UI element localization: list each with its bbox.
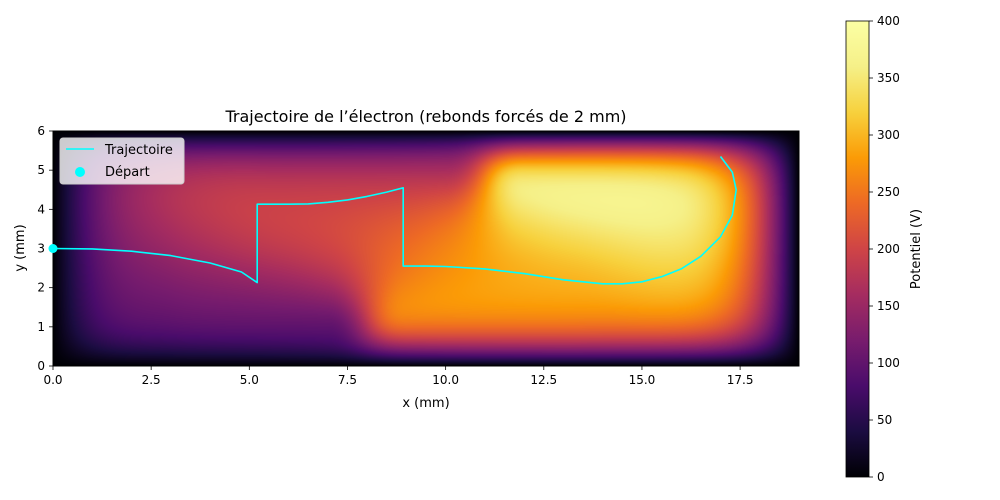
y-axis-label: y (mm) — [13, 224, 28, 271]
colorbar-tick-label: 150 — [877, 299, 900, 313]
y-tick-label: 6 — [37, 124, 45, 138]
colorbar-tick-label: 250 — [877, 185, 900, 199]
x-tick-label: 12.5 — [530, 373, 557, 387]
x-tick-label: 10.0 — [432, 373, 459, 387]
chart-title: Trajectoire de l’électron (rebonds forcé… — [224, 107, 626, 126]
x-tick-label: 0.0 — [43, 373, 62, 387]
legend-marker-depart — [75, 167, 85, 177]
x-tick-label: 5.0 — [240, 373, 259, 387]
colorbar-gradient — [845, 20, 870, 478]
start-point-marker — [48, 244, 58, 253]
colorbar: 0 50 100 150 200 250 300 350 400 Potentiel (V) — [845, 14, 924, 484]
y-tick-label: 0 — [37, 359, 45, 373]
colorbar-tick-label: 400 — [877, 14, 900, 28]
y-tick-label: 1 — [37, 320, 45, 334]
x-tick-label: 15.0 — [629, 373, 656, 387]
y-tick-label: 5 — [37, 163, 45, 177]
colorbar-tick-label: 350 — [877, 71, 900, 85]
legend-label-trajectoire: Trajectoire — [104, 143, 173, 158]
y-tick-label: 4 — [37, 202, 45, 216]
colorbar-tick-label: 200 — [877, 242, 900, 256]
x-tick-label: 17.5 — [727, 373, 754, 387]
y-axis: 0 1 2 3 4 5 6 — [37, 124, 53, 373]
colorbar-tick-label: 50 — [877, 413, 892, 427]
x-tick-label: 2.5 — [142, 373, 161, 387]
colorbar-tick-label: 0 — [877, 470, 885, 484]
colorbar-tick-label: 300 — [877, 128, 900, 142]
legend-label-depart: Départ — [105, 165, 150, 180]
y-tick-label: 3 — [37, 242, 45, 256]
x-tick-label: 7.5 — [338, 373, 357, 387]
x-axis: 0.0 2.5 5.0 7.5 10.0 12.5 15.0 17.5 — [43, 366, 753, 387]
x-axis-label: x (mm) — [402, 396, 449, 411]
legend: Trajectoire Départ — [59, 137, 185, 185]
series-layer — [53, 156, 737, 285]
y-tick-label: 2 — [37, 281, 45, 295]
colorbar-axis: 0 50 100 150 200 250 300 350 400 — [869, 14, 900, 484]
colorbar-tick-label: 100 — [877, 356, 900, 370]
colorbar-label: Potentiel (V) — [909, 209, 924, 289]
series-line-trajectoire — [53, 156, 737, 285]
